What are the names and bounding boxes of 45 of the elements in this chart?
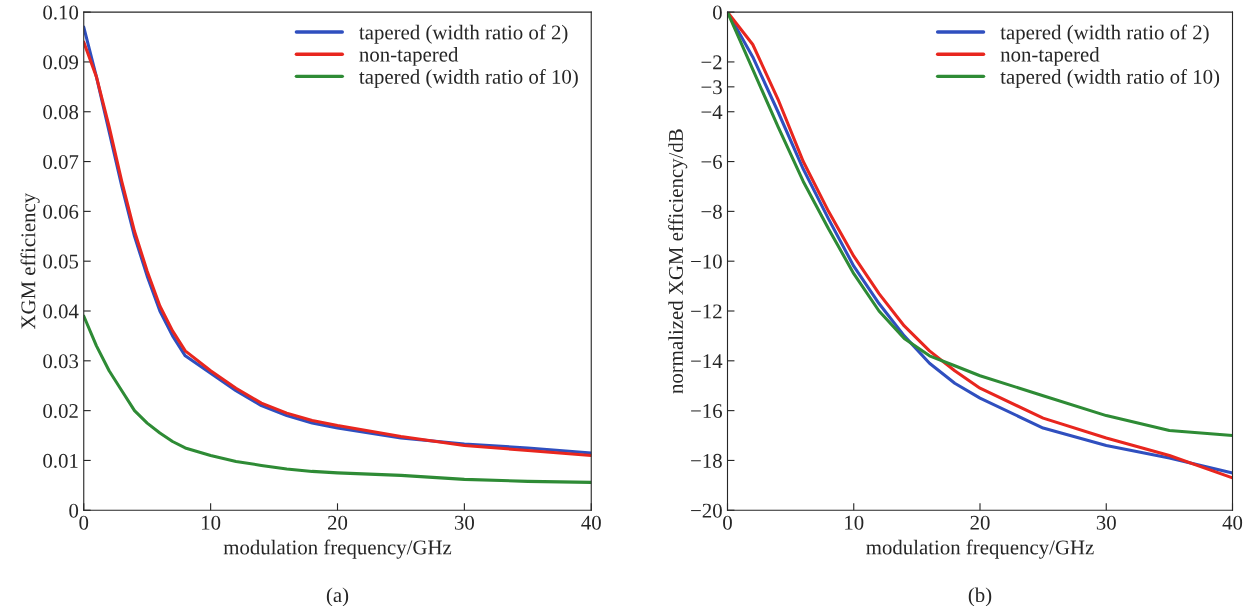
y-tick-label: −18	[691, 453, 722, 468]
legend-label: tapered (width ratio of 10)	[359, 68, 578, 89]
x-tick-label: 20	[328, 515, 348, 530]
legend-label: non-tapered	[359, 46, 459, 66]
y-tick-label: 0	[713, 5, 722, 20]
x-tick-label: 30	[454, 515, 474, 530]
y-axis-title: normalized XGM efficiency/dB	[668, 129, 688, 394]
text: (b)	[968, 587, 992, 606]
legend-label: tapered (width ratio of 2)	[1000, 24, 1209, 44]
y-tick-label: −12	[691, 304, 722, 319]
y-tick-label: 0.03	[43, 354, 79, 369]
y-tick-label: 0.05	[43, 254, 79, 269]
x-tick-label: 20	[970, 515, 990, 530]
x-tick-label: 30	[1096, 515, 1116, 530]
text: (a)	[326, 587, 349, 606]
y-tick-label: 0	[69, 503, 79, 518]
y-tick-label: 0.10	[43, 5, 79, 20]
y-tick-label: 0.06	[43, 204, 79, 219]
y-tick-label: 0.08	[43, 105, 79, 120]
y-tick-label: 0.01	[43, 453, 78, 468]
y-tick-label: −4	[701, 105, 723, 119]
y-tick-label: 0.02	[43, 404, 78, 419]
y-axis-title: XGM efficiency	[20, 192, 40, 330]
y-tick-label: −16	[691, 404, 723, 419]
x-tick-label: 0	[79, 515, 89, 530]
line-series	[83, 314, 592, 484]
y-tick-label: −3	[701, 80, 722, 95]
x-axis-title: modulation frequency/GHz	[223, 539, 452, 559]
y-tick-label: −8	[701, 204, 722, 219]
y-tick-label: 0.04	[43, 304, 79, 319]
x-tick-label: 40	[581, 515, 601, 530]
y-tick-label: −2	[701, 55, 722, 70]
legend-label: tapered (width ratio of 2)	[359, 24, 568, 44]
y-tick-label: 0.09	[43, 55, 79, 70]
legend-label: tapered (width ratio of 10)	[1000, 68, 1220, 89]
x-axis-title: modulation frequency/GHz	[866, 539, 1094, 559]
y-tick-label: −14	[691, 354, 723, 369]
x-tick-label: 10	[202, 515, 221, 530]
x-tick-label: 10	[845, 515, 864, 530]
y-tick-label: −20	[691, 503, 722, 518]
legend-label: non-tapered	[1000, 46, 1100, 66]
y-tick-label: −10	[691, 254, 722, 269]
x-tick-label: 40	[1222, 515, 1243, 530]
y-tick-label: −6	[701, 154, 723, 169]
y-tick-label: 0.07	[43, 154, 79, 170]
